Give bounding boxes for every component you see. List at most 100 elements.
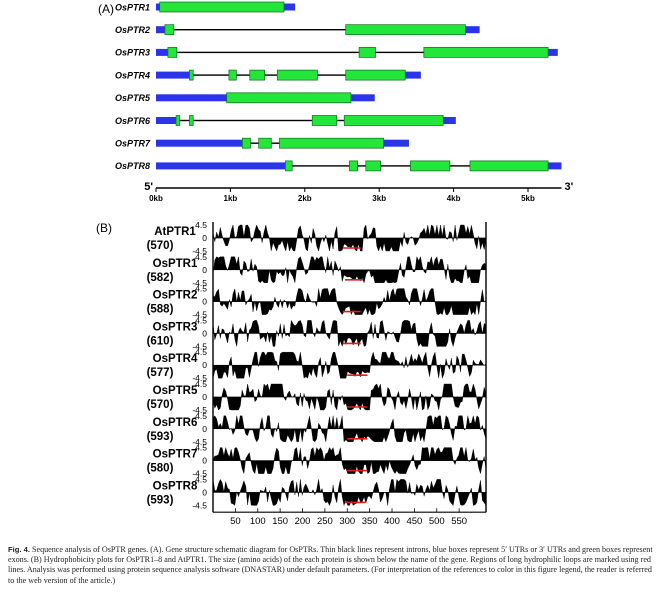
protein-length: (593) <box>147 431 174 443</box>
protein-name: OsPTR6 <box>153 417 198 429</box>
exon-box <box>279 137 385 149</box>
utr3-box <box>548 48 558 56</box>
protein-length: (582) <box>147 272 174 284</box>
exon-box <box>345 69 406 81</box>
axis-tick-label: 1kb <box>224 194 238 203</box>
y-tick-label: 0 <box>202 328 207 338</box>
y-tick-label: 0 <box>202 233 207 243</box>
y-tick-label: -4.5 <box>192 373 207 383</box>
protein-length: (593) <box>147 494 174 506</box>
y-tick-label: 4.5 <box>195 474 207 484</box>
protein-name: OsPTR1 <box>153 258 198 270</box>
protein-name: OsPTR7 <box>153 449 198 461</box>
y-tick-label: -4.5 <box>192 437 207 447</box>
panel-b-label: (B) <box>96 221 112 235</box>
axis-tick-label: 5kb <box>521 194 535 203</box>
exon-box <box>249 69 265 81</box>
y-tick-label: 0 <box>202 392 207 402</box>
exon-box <box>175 115 181 126</box>
utr3-box <box>405 71 421 79</box>
protein-name: AtPTR1 <box>154 226 196 238</box>
utr5-box <box>156 94 227 102</box>
hydropathy-row-osptr7: OsPTR7 (580) 4.5 0 -4.5 <box>147 443 487 479</box>
y-tick-label: 4.5 <box>195 379 207 389</box>
gene-row-osptr6: OsPTR6 <box>115 115 456 126</box>
protein-name: OsPTR5 <box>153 385 198 397</box>
exon-box <box>167 47 178 58</box>
utr5-box <box>156 139 243 147</box>
exon-box <box>311 115 338 126</box>
y-tick-label: 4.5 <box>195 284 207 294</box>
exon-box <box>343 115 444 126</box>
x-tick-label: 500 <box>429 516 445 527</box>
utr3-box <box>283 3 296 11</box>
exon-box <box>410 160 451 172</box>
exon-box <box>469 160 549 172</box>
y-tick-label: -4.5 <box>192 278 207 288</box>
gene-name-label: OsPTR1 <box>115 2 150 12</box>
protein-length: (570) <box>147 399 174 411</box>
y-tick-label: -4.5 <box>192 246 207 256</box>
y-tick-label: 4.5 <box>195 252 207 262</box>
axis-tick-label: 0kb <box>149 194 163 203</box>
protein-name: OsPTR2 <box>153 290 198 302</box>
sequence-analysis-figure: (A) OsPTR1 OsPTR2 OsPTR3 OsPTR4 OsPTR5 OsPTR6… <box>96 1 574 527</box>
gene-row-osptr5: OsPTR5 <box>115 92 375 104</box>
y-tick-label: 4.5 <box>195 347 207 357</box>
gene-name-label: OsPTR7 <box>115 139 151 149</box>
gene-name-label: OsPTR8 <box>115 161 150 171</box>
gene-structure-diagram: OsPTR1 OsPTR2 OsPTR3 OsPTR4 OsPTR5 OsPTR6 OsPT… <box>115 1 562 172</box>
x-tick-label: 550 <box>451 516 467 527</box>
gene-row-osptr4: OsPTR4 <box>115 69 421 81</box>
protein-length: (577) <box>147 367 174 379</box>
utr3-box <box>350 94 375 102</box>
caption-lead: Fig. 4. <box>8 545 30 554</box>
utr5-box <box>156 162 286 170</box>
gene-name-label: OsPTR3 <box>115 48 150 58</box>
y-tick-label: 0 <box>202 360 207 370</box>
utr3-box <box>443 117 456 124</box>
exon-box <box>285 160 293 172</box>
x-tick-label: 300 <box>339 516 355 527</box>
protein-name: OsPTR3 <box>153 321 198 333</box>
utr3-box <box>383 139 409 147</box>
x-tick-label: 450 <box>406 516 422 527</box>
five-prime-label: 5' <box>144 181 153 193</box>
exon-box <box>228 69 237 81</box>
caption-text: Sequence analysis of OsPTR genes. (A). G… <box>8 545 653 585</box>
panel-a-label: (A) <box>98 2 114 16</box>
kb-scale-axis: 0kb 1kb 2kb 3kb 4kb 5kb 5' 3' <box>144 181 573 203</box>
exon-box <box>365 160 382 172</box>
utr5-box <box>156 71 190 79</box>
y-tick-label: -4.5 <box>192 500 207 510</box>
gene-name-label: OsPTR4 <box>115 70 150 80</box>
intron-line <box>167 51 549 54</box>
hydropathy-row-osptr5: OsPTR5 (570) 4.5 0 -4.5 <box>147 379 487 415</box>
gene-row-osptr8: OsPTR8 <box>115 160 562 172</box>
figure-caption: Fig. 4. Sequence analysis of OsPTR genes… <box>8 545 653 586</box>
x-tick-label: 200 <box>295 516 311 527</box>
protein-length: (570) <box>147 240 174 252</box>
exon-box <box>349 160 358 172</box>
hydrophobicity-plots: AtPTR1(570)4.50-4.5OsPTR1(582)4.50-4.5Os… <box>147 220 487 527</box>
hydropathy-row-osptr2: OsPTR2 (588) 4.5 0 -4.5 <box>147 284 487 320</box>
gene-row-osptr7: OsPTR7 <box>115 137 409 149</box>
utr3-box <box>465 26 480 34</box>
utr5-box <box>156 48 168 56</box>
exon-box <box>189 115 194 126</box>
hydropathy-row-osptr1: OsPTR1 (582) 4.5 0 -4.5 <box>147 252 487 288</box>
x-tick-label: 250 <box>317 516 333 527</box>
hydropathy-row-osptr4: OsPTR4 (577) 4.5 0 -4.5 <box>147 347 487 383</box>
y-tick-label: 4.5 <box>195 443 207 453</box>
exon-box <box>345 24 466 36</box>
exon-box <box>258 137 272 149</box>
hydropathy-row-osptr6: OsPTR6 (593) 4.5 0 -4.5 <box>147 411 487 447</box>
y-tick-label: 0 <box>202 424 207 434</box>
x-tick-label: 150 <box>272 516 288 527</box>
y-tick-label: 0 <box>202 456 207 466</box>
y-tick-label: 0 <box>202 265 207 275</box>
protein-length: (588) <box>147 304 174 316</box>
protein-length: (610) <box>147 335 174 347</box>
hydropathy-row-atptr1: AtPTR1 (570) 4.5 0 -4.5 <box>147 220 487 256</box>
y-tick-label: 4.5 <box>195 315 207 325</box>
